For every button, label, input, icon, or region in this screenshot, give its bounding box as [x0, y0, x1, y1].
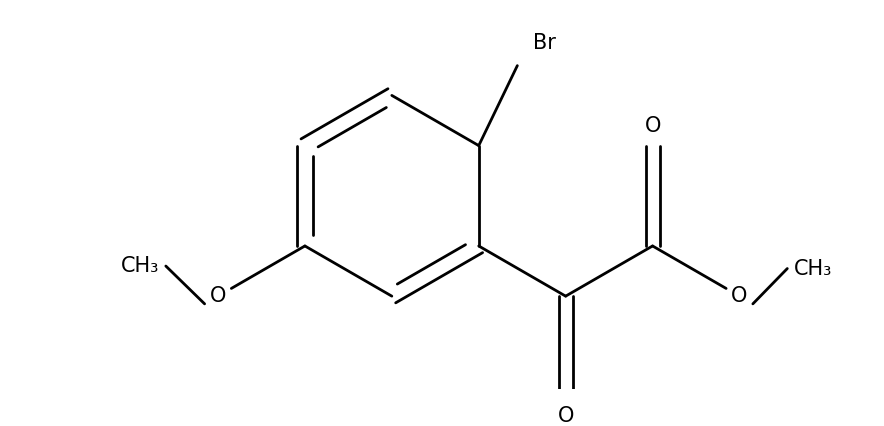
- Text: O: O: [558, 406, 574, 426]
- Text: O: O: [210, 286, 226, 306]
- Text: CH₃: CH₃: [121, 256, 160, 276]
- Text: O: O: [731, 286, 748, 306]
- Text: CH₃: CH₃: [794, 259, 832, 279]
- Text: Br: Br: [533, 32, 556, 52]
- Text: O: O: [644, 116, 660, 136]
